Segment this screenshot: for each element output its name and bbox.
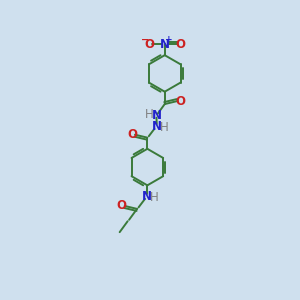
Text: N: N: [160, 38, 170, 50]
Text: O: O: [144, 38, 154, 50]
Text: +: +: [165, 35, 173, 44]
Text: H: H: [150, 191, 159, 204]
Text: O: O: [175, 94, 185, 108]
Text: N: N: [152, 109, 161, 122]
Text: N: N: [152, 120, 162, 133]
Text: O: O: [175, 38, 185, 50]
Text: O: O: [117, 200, 127, 212]
Text: H: H: [144, 108, 153, 121]
Text: O: O: [127, 128, 137, 141]
Text: H: H: [160, 121, 168, 134]
Text: N: N: [142, 190, 152, 203]
Text: −: −: [141, 34, 149, 45]
